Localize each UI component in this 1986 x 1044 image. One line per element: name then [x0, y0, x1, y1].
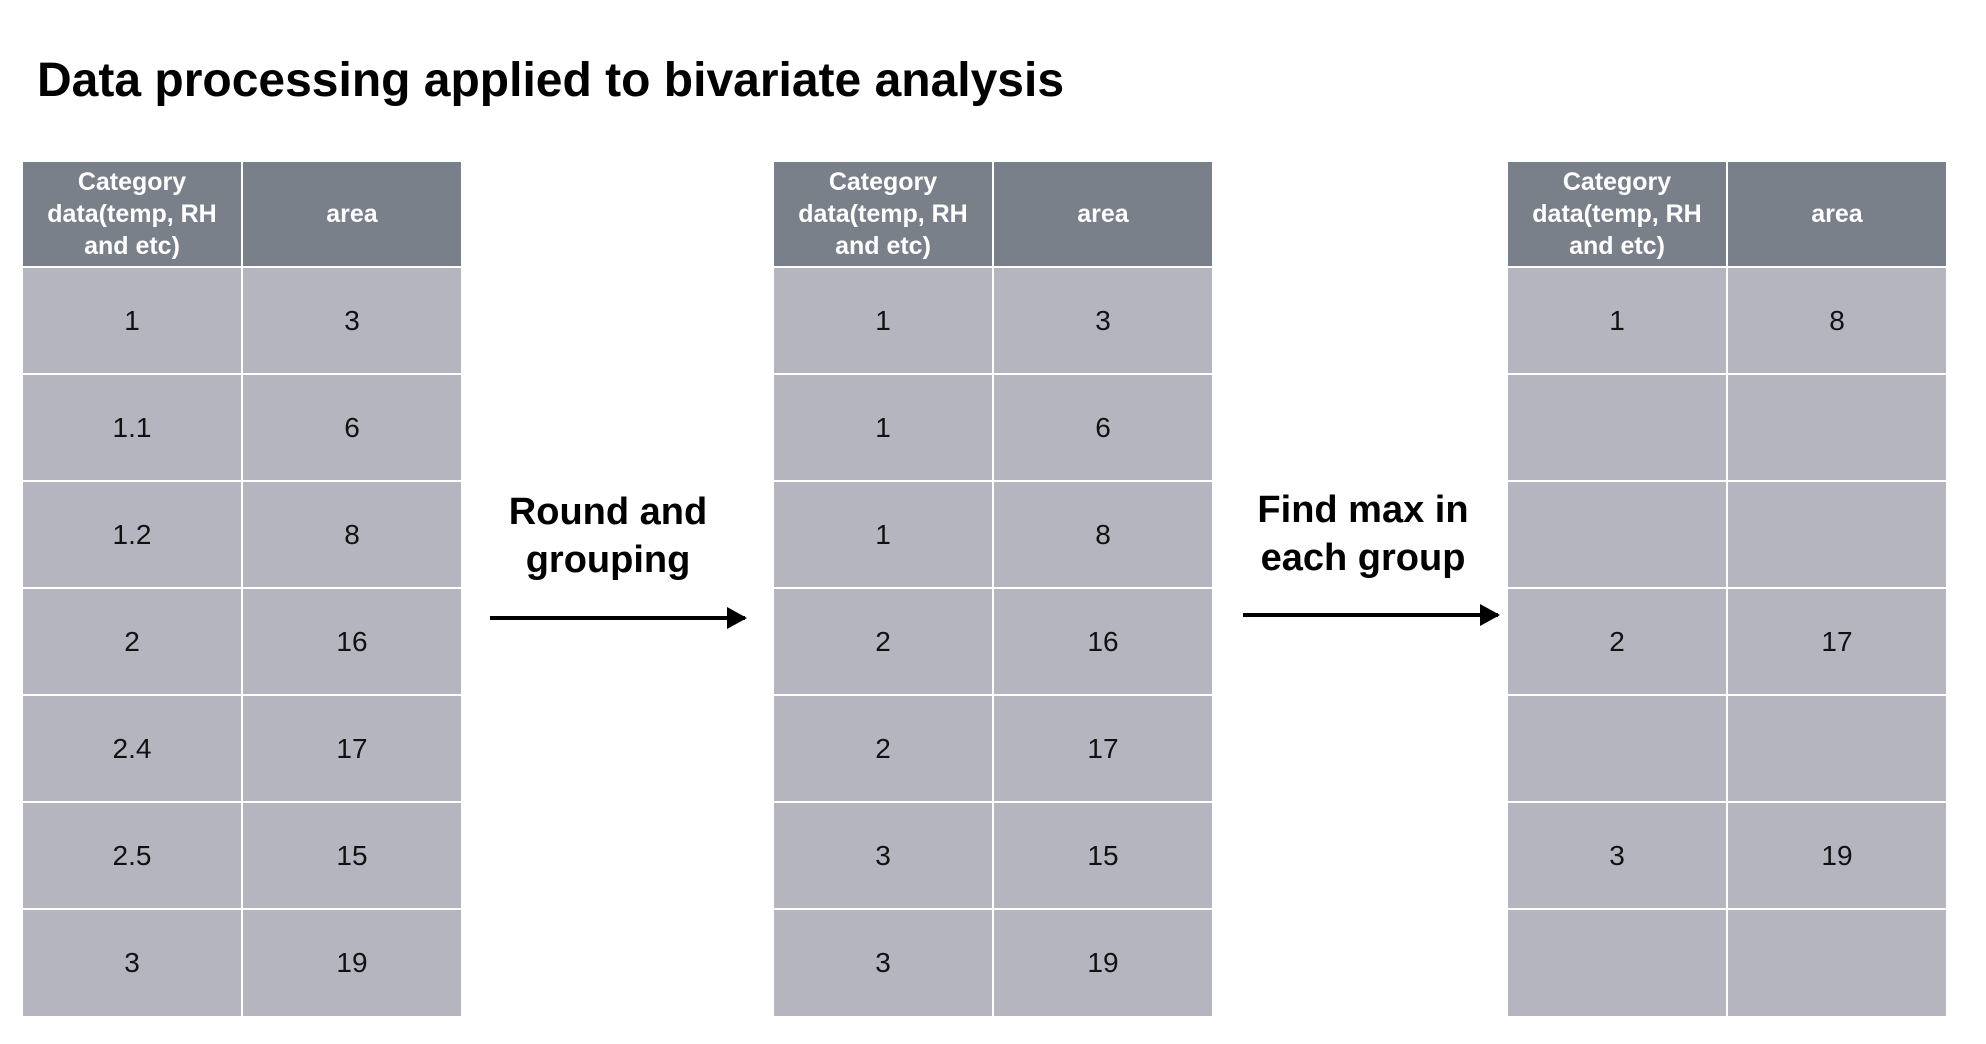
- area-cell: 16: [993, 587, 1212, 695]
- category-cell: 2.4: [23, 694, 243, 802]
- column-header-category: Category data(temp, RH and etc): [774, 162, 994, 267]
- header-row: Category data(temp, RH and etc) area: [23, 162, 461, 267]
- area-cell: 15: [993, 801, 1212, 909]
- category-cell: 1: [774, 266, 994, 374]
- area-cell: 8: [993, 480, 1212, 588]
- category-cell: 3: [774, 801, 994, 909]
- category-cell: 3: [774, 908, 994, 1016]
- area-cell: 17: [1727, 587, 1946, 695]
- table-row: [1508, 908, 1946, 1016]
- table-row: 2 17: [774, 694, 1212, 802]
- table-row: 3 19: [1508, 801, 1946, 909]
- area-cell: 16: [242, 587, 461, 695]
- table-row: 2 17: [1508, 587, 1946, 695]
- table-row: 3 15: [774, 801, 1212, 909]
- right-arrow-icon: [1243, 604, 1500, 626]
- category-cell: 1: [1508, 266, 1728, 374]
- category-cell: [1508, 908, 1728, 1016]
- area-cell: 8: [1727, 266, 1946, 374]
- area-cell: 3: [993, 266, 1212, 374]
- step-label-line: Find max in: [1257, 489, 1469, 531]
- category-cell: [1508, 373, 1728, 481]
- category-cell: 2: [774, 587, 994, 695]
- area-cell: [1727, 908, 1946, 1016]
- area-cell: 6: [242, 373, 461, 481]
- category-cell: 1.1: [23, 373, 243, 481]
- page-title: Data processing applied to bivariate ana…: [37, 54, 1065, 107]
- table-row: 2 16: [23, 587, 461, 695]
- table-row: [1508, 694, 1946, 802]
- table-row: 2 16: [774, 587, 1212, 695]
- category-cell: [1508, 480, 1728, 588]
- right-arrow-icon: [490, 607, 747, 629]
- area-cell: 3: [242, 266, 461, 374]
- area-cell: 8: [242, 480, 461, 588]
- area-cell: [1727, 373, 1946, 481]
- area-cell: [1727, 694, 1946, 802]
- area-cell: 17: [242, 694, 461, 802]
- category-cell: 3: [1508, 801, 1728, 909]
- category-cell: 2: [774, 694, 994, 802]
- area-cell: 19: [993, 908, 1212, 1016]
- header-row: Category data(temp, RH and etc) area: [1508, 162, 1946, 267]
- header-row: Category data(temp, RH and etc) area: [774, 162, 1212, 267]
- table-row: 2.4 17: [23, 694, 461, 802]
- step-label-line: each group: [1260, 537, 1466, 579]
- category-cell: 1: [23, 266, 243, 374]
- step-label-round-grouping: Round and grouping: [488, 488, 728, 584]
- area-cell: 17: [993, 694, 1212, 802]
- area-cell: [1727, 480, 1946, 588]
- category-cell: 3: [23, 908, 243, 1016]
- table-row: [1508, 373, 1946, 481]
- category-cell: 1: [774, 373, 994, 481]
- table-row: 2.5 15: [23, 801, 461, 909]
- category-cell: 1: [774, 480, 994, 588]
- column-header-area: area: [1727, 162, 1946, 267]
- table-row: [1508, 480, 1946, 588]
- table-row: 3 19: [23, 908, 461, 1016]
- category-cell: [1508, 694, 1728, 802]
- column-header-area: area: [993, 162, 1212, 267]
- area-cell: 6: [993, 373, 1212, 481]
- column-header-category: Category data(temp, RH and etc): [23, 162, 243, 267]
- category-cell: 2: [23, 587, 243, 695]
- category-cell: 2.5: [23, 801, 243, 909]
- table-row: 3 19: [774, 908, 1212, 1016]
- step-label-find-max: Find max in each group: [1238, 486, 1488, 582]
- step-label-line: Round and: [508, 491, 708, 533]
- area-cell: 19: [242, 908, 461, 1016]
- step-label-line: grouping: [525, 539, 691, 581]
- column-header-area: area: [242, 162, 461, 267]
- category-cell: 1.2: [23, 480, 243, 588]
- table-row: 1.1 6: [23, 373, 461, 481]
- category-cell: 2: [1508, 587, 1728, 695]
- table-row: 1.2 8: [23, 480, 461, 588]
- area-cell: 19: [1727, 801, 1946, 909]
- column-header-category: Category data(temp, RH and etc): [1508, 162, 1728, 267]
- area-cell: 15: [242, 801, 461, 909]
